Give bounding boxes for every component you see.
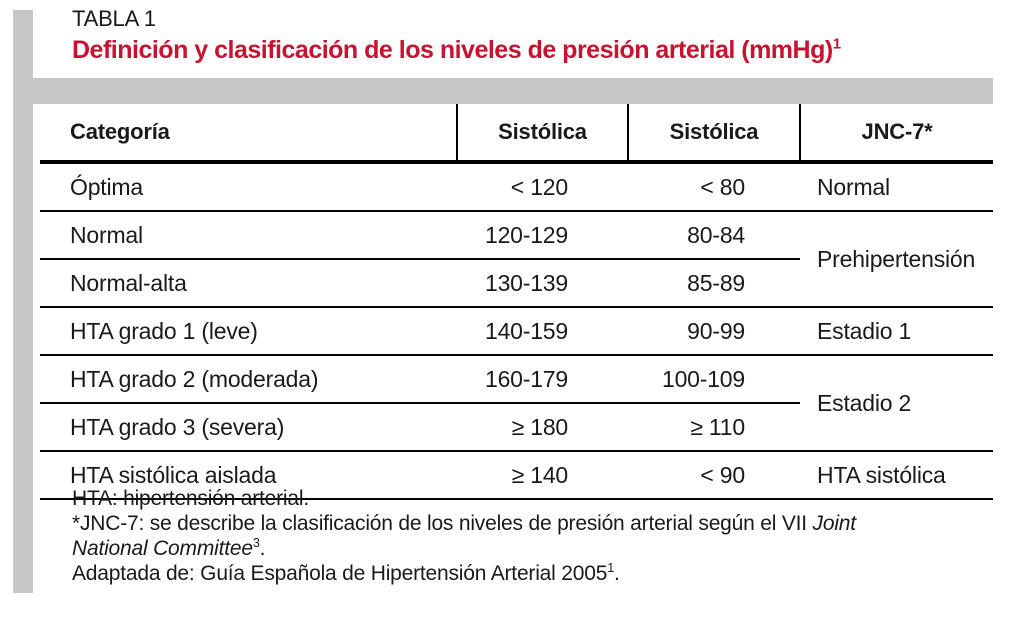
table-row: HTA grado 2 (moderada) 160-179 100-109 E…	[40, 355, 993, 452]
cell-jnc7-merged: Estadio 2	[800, 355, 993, 452]
cell-diastolica: 85-89	[628, 259, 800, 308]
column-header-sistolica: Sistólica	[457, 104, 629, 164]
footnote-adaptada-reference-mark: 1	[607, 561, 614, 575]
cell-diastolica: 80-84	[628, 211, 800, 260]
footnote-jnc7-italic-committee: National Committee	[72, 537, 253, 560]
footnote-jnc7-line2: National Committee3.	[72, 536, 1002, 561]
footnotes: HTA: hipertensión arterial. *JNC-7: se d…	[72, 486, 1002, 586]
cell-category: HTA sistólica aislada	[40, 451, 457, 500]
footnote-adaptada: Adaptada de: Guía Española de Hipertensi…	[72, 561, 1002, 586]
cell-category: Normal-alta	[40, 259, 457, 308]
footnote-jnc7-italic-joint: Joint	[812, 512, 857, 535]
column-header-categoria: Categoría	[40, 104, 458, 164]
cell-sistolica: ≥ 180	[457, 403, 628, 452]
left-margin-bar	[13, 10, 33, 593]
cell-category: Normal	[40, 211, 457, 260]
blood-pressure-table: Categoría Sistólica Sistólica JNC-7* Ópt…	[40, 104, 993, 500]
footnote-jnc7-line1: *JNC-7: se describe la clasificación de …	[72, 511, 1002, 536]
title-separator-band	[13, 78, 993, 104]
footnote-hta: HTA: hipertensión arterial.	[72, 487, 309, 510]
cell-jnc7: Normal	[800, 162, 993, 212]
cell-sistolica: 130-139	[457, 259, 628, 308]
table-title-text: Definición y clasificación de los nivele…	[72, 36, 833, 64]
table-row: HTA grado 3 (severa) ≥ 180 ≥ 110	[40, 403, 993, 452]
cell-category: HTA grado 1 (leve)	[40, 307, 457, 356]
table-row: HTA sistólica aislada ≥ 140 < 90 HTA sis…	[40, 451, 993, 500]
footnote-jnc7-period: .	[259, 537, 266, 560]
cell-jnc7-merged: Prehipertensión	[800, 211, 993, 308]
cell-category: HTA grado 3 (severa)	[40, 403, 457, 452]
cell-sistolica: 160-179	[457, 355, 628, 404]
cell-sistolica: ≥ 140	[457, 451, 628, 500]
table-row: Normal 120-129 80-84 Prehipertensión	[40, 211, 993, 308]
table-header-row: Categoría Sistólica Sistólica JNC-7*	[40, 104, 993, 164]
cell-diastolica: < 90	[628, 451, 800, 500]
table-title: Definición y clasificación de los nivele…	[72, 36, 841, 65]
cell-category: HTA grado 2 (moderada)	[40, 355, 457, 404]
cell-diastolica: 90-99	[628, 307, 800, 356]
cell-diastolica: < 80	[628, 162, 800, 212]
cell-sistolica: 120-129	[457, 211, 628, 260]
cell-sistolica: 140-159	[457, 307, 628, 356]
column-header-jnc7: JNC-7*	[800, 104, 993, 164]
footnote-adaptada-period: .	[614, 562, 620, 585]
table-header: Categoría Sistólica Sistólica JNC-7*	[40, 104, 993, 164]
table-body: Óptima < 120 < 80 Normal Normal 120-129 …	[40, 162, 993, 500]
cell-sistolica: < 120	[457, 162, 628, 212]
column-header-sistolica-2: Sistólica	[628, 104, 801, 164]
cell-jnc7: HTA sistólica	[800, 451, 993, 500]
cell-diastolica: ≥ 110	[628, 403, 800, 452]
cell-jnc7: Estadio 1	[800, 307, 993, 356]
table-row: HTA grado 1 (leve) 140-159 90-99 Estadio…	[40, 307, 993, 356]
cell-diastolica: 100-109	[628, 355, 800, 404]
cell-category: Óptima	[40, 162, 457, 212]
table-title-reference-mark: 1	[832, 35, 841, 53]
table-label: TABLA 1	[72, 6, 156, 31]
table-row: Normal-alta 130-139 85-89	[40, 259, 993, 308]
footnote-adaptada-text: Adaptada de: Guía Española de Hipertensi…	[72, 562, 608, 585]
footnote-jnc7-reference-mark: 3	[252, 536, 260, 550]
table-row: Óptima < 120 < 80 Normal	[40, 162, 993, 212]
footnote-jnc7-text: *JNC-7: se describe la clasificación de …	[72, 512, 813, 535]
